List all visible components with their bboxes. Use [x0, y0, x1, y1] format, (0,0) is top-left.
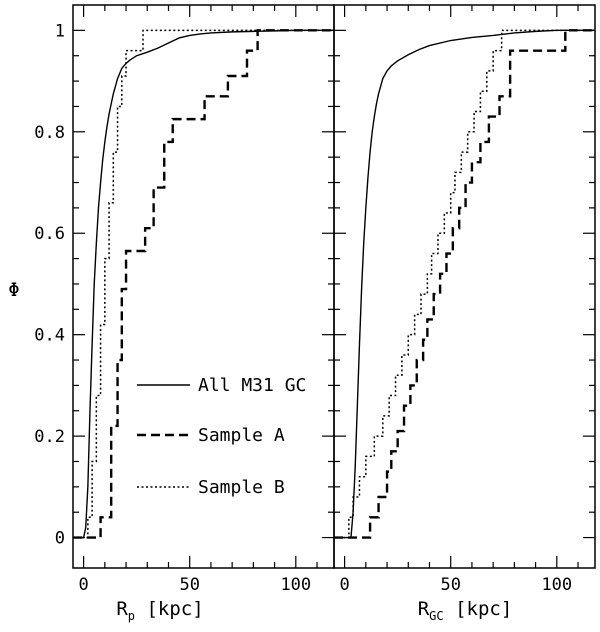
legend-label-sample-a: Sample A [198, 425, 285, 446]
legend-label-all: All M31 GC [198, 375, 306, 396]
y-tick-label: 0.6 [34, 224, 65, 244]
left-x-axis-label-main: R [116, 598, 128, 620]
x-tick-label: 100 [541, 575, 572, 595]
panel-frame [333, 4, 596, 569]
series-sample-a [73, 29, 334, 539]
series-sample-a [334, 29, 595, 539]
x-tick-label: 0 [78, 575, 88, 595]
y-tick-label: 0.4 [34, 326, 65, 346]
y-tick-label: 0.2 [34, 427, 65, 447]
left-panel: 0 50 100 0 0.2 0.4 0.6 0.8 1 [34, 4, 335, 595]
legend-label-sample-b: Sample B [198, 477, 285, 498]
x-tick-label: 50 [179, 575, 199, 595]
series-sample-b [334, 29, 595, 539]
x-tick-label: 50 [440, 575, 460, 595]
legend: All M31 GC Sample A Sample B [137, 375, 306, 498]
right-x-axis-label-sub: GC [429, 609, 443, 623]
right-panel: 0 50 100 [333, 4, 596, 595]
y-tick-label: 0 [55, 529, 65, 549]
y-tick-label: 1 [55, 21, 65, 41]
left-x-axis-label: Rp [kpc] [116, 598, 203, 623]
x-tick-label: 0 [339, 575, 349, 595]
right-x-axis-label: RGC [kpc] [418, 598, 513, 623]
right-x-axis-label-main: R [418, 598, 430, 620]
left-x-axis-label-unit: [kpc] [146, 598, 203, 620]
series-sample-b [73, 29, 334, 539]
left-x-axis-label-sub: p [128, 609, 135, 623]
right-x-axis-label-unit: [kpc] [455, 598, 512, 620]
y-tick-label: 0.8 [34, 123, 65, 143]
series-all-m31-gc [334, 29, 595, 539]
x-tick-label: 100 [280, 575, 311, 595]
y-axis-label: Φ [8, 279, 19, 301]
series-all-m31-gc [73, 29, 334, 539]
